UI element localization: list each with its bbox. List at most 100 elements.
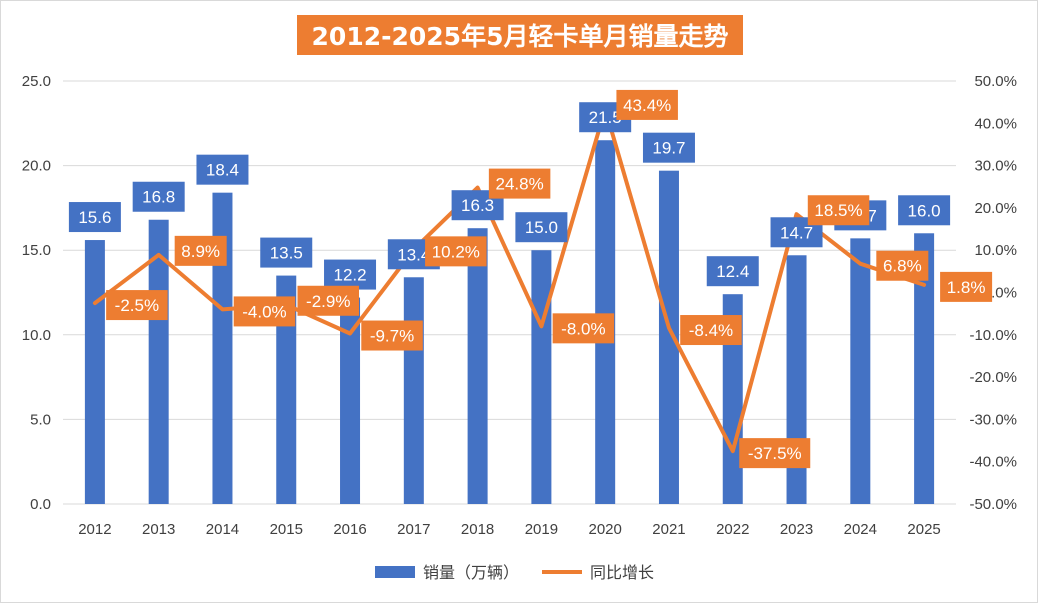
bar-data-label: 12.4 (716, 262, 749, 281)
line-data-label: -37.5% (748, 444, 802, 463)
x-axis-tick-label: 2017 (397, 521, 430, 538)
left-axis-tick-label: 10.0 (22, 327, 51, 344)
right-axis-tick-label: -20.0% (969, 369, 1017, 386)
bar (276, 275, 297, 504)
line-data-label-group: 18.5% (807, 195, 870, 226)
x-axis-tick-label: 2013 (142, 521, 175, 538)
line-data-label-box (425, 236, 487, 267)
line-data-label-group: -4.0% (233, 296, 296, 327)
bar (658, 170, 679, 504)
bar-data-label-box (515, 212, 568, 243)
bar-data-label-box (706, 256, 759, 287)
line-data-label-group: -8.0% (552, 313, 615, 344)
bar (467, 228, 488, 505)
line-data-label-group: -8.4% (680, 315, 742, 346)
line-data-labels: -2.5% 8.9% -4.0% -2.9% -9.7% 10.2% 24.8% -8.0% 4… (106, 89, 993, 469)
line-data-label: -2.5% (115, 296, 159, 315)
chart-title-background (297, 15, 743, 55)
right-axis-tick-labels: -50.0%-40.0%-30.0%-20.0%-10.0%0.0%10.0%2… (969, 73, 1017, 513)
bar-data-label-box (324, 259, 377, 290)
left-axis-tick-label: 20.0 (22, 158, 51, 175)
line-data-label: -4.0% (242, 302, 286, 321)
line-data-label-group: -37.5% (739, 438, 811, 469)
line-data-label-group: 43.4% (616, 89, 678, 120)
x-axis-tick-label: 2021 (652, 521, 685, 538)
bar (340, 297, 361, 504)
bar (212, 192, 233, 504)
right-axis-tick-label: -10.0% (969, 327, 1017, 344)
line-data-label-box (361, 320, 423, 351)
bar-data-label-group: 16.0 (898, 195, 951, 226)
bar-data-label: 19.7 (652, 139, 685, 158)
line-data-label: -8.0% (561, 319, 605, 338)
line-data-label-box (680, 315, 742, 346)
bar-data-label-group: 15.0 (515, 212, 568, 243)
bar (84, 240, 105, 504)
bar-data-label: 18.4 (206, 161, 239, 180)
line-data-label-group: 1.8% (940, 271, 993, 302)
line-data-label-box (174, 235, 227, 266)
x-axis-tick-label: 2024 (844, 521, 877, 538)
line-data-label-box (233, 296, 296, 327)
line-data-label: 10.2% (432, 242, 480, 261)
bar-data-label-box (642, 132, 695, 163)
right-axis-tick-label: 30.0% (974, 158, 1017, 175)
legend: 销量（万辆） 同比增长 (375, 563, 654, 582)
bar-data-label: 13.5 (270, 244, 303, 263)
left-axis-tick-labels: 0.0 5.0 10.0 15.0 20.0 25.0 (22, 73, 51, 513)
line-data-label: -2.9% (306, 292, 350, 311)
bar-data-label: 16.3 (461, 196, 494, 215)
right-axis-tick-label: 10.0% (974, 242, 1017, 259)
x-axis-tick-label: 2025 (907, 521, 940, 538)
line-data-label: 24.8% (496, 175, 544, 194)
line-data-label: 43.4% (623, 96, 671, 115)
line-data-label-box (940, 271, 993, 302)
line-data-label-box (106, 290, 168, 321)
x-axis-tick-label: 2016 (333, 521, 366, 538)
line-data-label-group: -2.5% (106, 290, 168, 321)
left-axis-tick-label: 5.0 (30, 411, 51, 428)
growth-line (92, 106, 927, 454)
x-axis-tick-labels: 2012 2013 2014 2015 2016 2017 2018 2019 2020 2021… (78, 521, 941, 538)
line-data-label-group: -9.7% (361, 320, 423, 351)
bar-data-label-group: 15.6 (68, 202, 121, 233)
bar (850, 238, 871, 504)
left-axis-tick-label: 0.0 (30, 496, 51, 513)
line-data-label: 6.8% (883, 257, 922, 276)
x-axis-tick-label: 2023 (780, 521, 813, 538)
bar-data-label: 14.7 (780, 223, 813, 242)
line-data-label: 18.5% (814, 201, 862, 220)
bar-data-label-box (260, 237, 313, 268)
bar-data-label: 16.8 (142, 188, 175, 207)
bar-data-label-group: 12.2 (324, 259, 377, 290)
bar-data-label: 21.5 (589, 108, 622, 127)
bar (722, 294, 743, 504)
line-series (92, 106, 927, 454)
bar-data-label: 16.0 (908, 201, 941, 220)
bar-data-label: 15.6 (78, 208, 111, 227)
left-axis-tick-label: 15.0 (22, 242, 51, 259)
x-axis-tick-label: 2014 (206, 521, 239, 538)
line-data-label: -9.7% (370, 327, 414, 346)
line-data-label-box (876, 250, 929, 281)
right-axis-tick-label: -40.0% (969, 454, 1017, 471)
bar-data-label-group: 13.5 (260, 237, 313, 268)
x-axis-tick-label: 2018 (461, 521, 494, 538)
left-axis-tick-label: 25.0 (22, 73, 51, 90)
bar (531, 250, 552, 504)
line-data-label: 1.8% (947, 278, 986, 297)
bar-data-label-box (132, 181, 185, 212)
line-data-label-box (807, 195, 870, 226)
bar-data-label-group: 19.7 (642, 132, 695, 163)
bar-data-label-group: 14.7 (770, 217, 823, 248)
right-axis-tick-label: 40.0% (974, 115, 1017, 132)
right-axis-tick-label: 20.0% (974, 200, 1017, 217)
x-axis-tick-label: 2022 (716, 521, 749, 538)
bar-data-label: 13.4 (397, 245, 430, 264)
line-data-label-box (552, 313, 615, 344)
line-data-label-group: -2.9% (297, 285, 359, 316)
line-data-label-group: 10.2% (425, 236, 487, 267)
bar-data-label-group: 12.4 (706, 256, 759, 287)
